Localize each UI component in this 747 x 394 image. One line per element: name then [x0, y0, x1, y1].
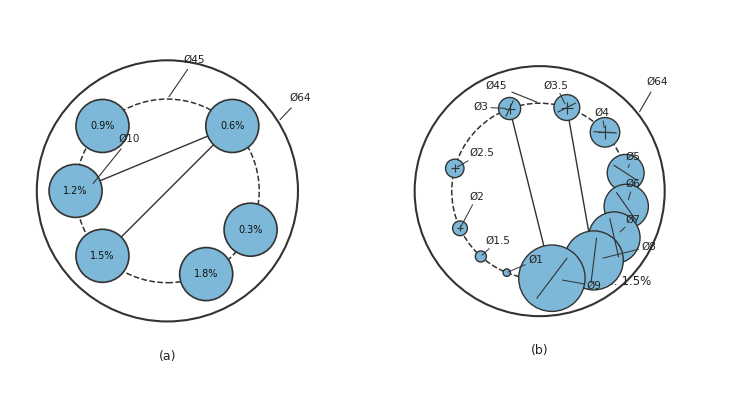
Text: Ø9: Ø9	[562, 280, 601, 291]
Text: Ø64: Ø64	[280, 93, 311, 120]
Circle shape	[180, 247, 233, 301]
Text: Ø1: Ø1	[508, 255, 543, 272]
Circle shape	[518, 245, 585, 311]
Circle shape	[49, 164, 102, 217]
Text: Ø2: Ø2	[461, 192, 484, 226]
Text: Ø64: Ø64	[639, 77, 667, 112]
Text: 1.8%: 1.8%	[194, 269, 218, 279]
Circle shape	[76, 229, 129, 282]
Text: (a): (a)	[158, 350, 176, 363]
Text: 0.3%: 0.3%	[238, 225, 263, 235]
Circle shape	[604, 184, 648, 229]
Circle shape	[76, 99, 129, 152]
Text: Ø3.5: Ø3.5	[544, 81, 568, 104]
Text: Ø6: Ø6	[626, 179, 640, 200]
Text: Ø2.5: Ø2.5	[457, 148, 495, 167]
Circle shape	[475, 251, 486, 262]
Text: 0.9%: 0.9%	[90, 121, 114, 131]
Text: Ø45: Ø45	[485, 81, 537, 102]
Text: Ø7: Ø7	[620, 214, 640, 232]
Circle shape	[503, 269, 510, 276]
Text: Ø4: Ø4	[595, 108, 610, 128]
Text: Ø3: Ø3	[474, 102, 506, 112]
Text: Ø8: Ø8	[603, 242, 656, 258]
Text: 1.5%: 1.5%	[90, 251, 115, 261]
Circle shape	[564, 231, 623, 290]
Text: Ø45: Ø45	[169, 54, 205, 97]
Text: GNPs: 1.5%: GNPs: 1.5%	[583, 275, 651, 288]
Text: Ø1.5: Ø1.5	[482, 236, 510, 255]
Text: Ø5: Ø5	[626, 152, 640, 167]
Text: 0.6%: 0.6%	[220, 121, 244, 131]
Circle shape	[205, 99, 258, 152]
Circle shape	[445, 159, 464, 178]
Circle shape	[607, 154, 644, 191]
Circle shape	[554, 95, 580, 121]
Circle shape	[589, 212, 640, 264]
Circle shape	[590, 117, 620, 147]
Circle shape	[498, 97, 521, 120]
Text: (b): (b)	[531, 344, 548, 357]
Text: Ø10: Ø10	[93, 134, 140, 184]
Circle shape	[224, 203, 277, 256]
Circle shape	[453, 221, 468, 236]
Text: 1.2%: 1.2%	[63, 186, 88, 196]
